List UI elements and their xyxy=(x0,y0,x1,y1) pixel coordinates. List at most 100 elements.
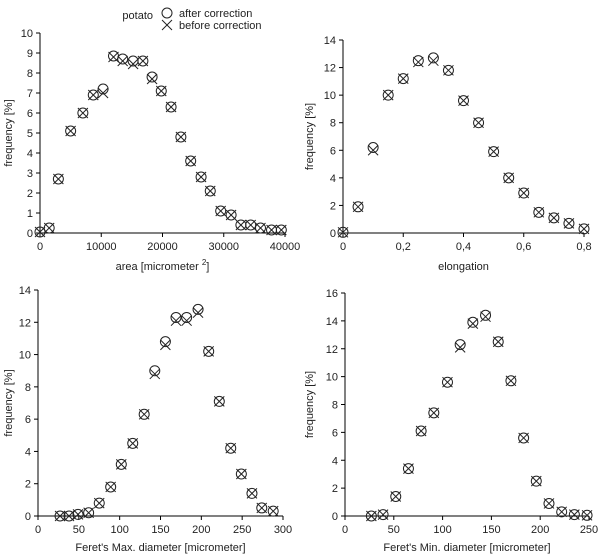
data-point-circle xyxy=(488,146,500,158)
data-point-x xyxy=(213,396,225,407)
y-tick-label: 10 xyxy=(21,28,33,40)
data-point-x xyxy=(83,507,94,519)
x-tick-label: 0 xyxy=(35,524,41,536)
data-point-circle xyxy=(412,55,424,67)
data-point-circle xyxy=(382,89,394,101)
data-point-x-stroke xyxy=(443,64,454,76)
data-point-x xyxy=(65,125,76,137)
data-point-x-stroke xyxy=(467,318,479,330)
data-point-x xyxy=(337,226,349,238)
data-point-x xyxy=(97,87,109,99)
data-point-x-stroke xyxy=(581,509,593,521)
data-point-circle xyxy=(256,502,268,514)
data-point-x-stroke xyxy=(454,342,466,353)
y-tick-label: 14 xyxy=(324,35,336,47)
data-point-circle xyxy=(505,375,517,387)
data-point-x-stroke xyxy=(578,223,590,235)
y-tick-label: 2 xyxy=(27,188,33,200)
data-point-x-stroke xyxy=(488,146,499,158)
data-point-circle xyxy=(267,505,279,517)
data-point-x xyxy=(390,491,402,502)
series-after-correction xyxy=(365,309,593,522)
data-point-circle xyxy=(467,316,479,328)
data-point-x-stroke xyxy=(225,442,237,454)
x-tick-label: 50 xyxy=(73,524,85,536)
data-point-circle xyxy=(105,481,117,493)
data-point-x-stroke xyxy=(563,217,575,229)
data-point-x xyxy=(146,73,158,85)
y-tick-label: 9 xyxy=(27,48,33,60)
data-point-circle xyxy=(454,339,466,351)
data-point-x-stroke xyxy=(533,206,545,218)
data-point-x xyxy=(34,226,46,238)
data-point-x-stroke xyxy=(337,226,349,238)
data-point-x xyxy=(267,505,279,517)
data-point-x-stroke xyxy=(215,205,227,217)
data-point-circle xyxy=(563,217,575,229)
data-point-circle xyxy=(581,509,593,521)
data-point-x xyxy=(127,58,139,70)
data-point-x xyxy=(225,209,237,221)
legend-title: potato xyxy=(122,10,153,22)
x-tick-label: 0,2 xyxy=(396,241,411,253)
y-tick-label: 0 xyxy=(27,228,33,240)
data-point-x-stroke xyxy=(117,55,129,67)
x-tick-label: 150 xyxy=(151,524,169,536)
data-point-x xyxy=(548,212,560,224)
data-point-x xyxy=(530,475,542,487)
data-point-x xyxy=(54,510,66,522)
data-point-x-stroke xyxy=(246,488,258,499)
data-point-x-stroke xyxy=(204,185,216,197)
data-point-x xyxy=(235,468,247,480)
data-point-x xyxy=(266,224,277,236)
data-point-x xyxy=(365,510,377,522)
data-point-circle xyxy=(337,226,349,238)
chart-panel-1: 0 1 2 3 4 5 6 7 8 9 10 0 10000 20000 30000 40000 area [m… xyxy=(3,28,300,273)
data-point-x-stroke xyxy=(518,432,529,444)
data-point-circle xyxy=(170,311,182,323)
data-point-x xyxy=(108,51,119,63)
x-tick-label: 0 xyxy=(37,241,43,253)
data-point-x-stroke xyxy=(505,375,517,387)
y-tick-label: 14 xyxy=(19,285,31,297)
data-point-x xyxy=(403,463,414,474)
data-point-x-stroke xyxy=(63,510,75,522)
data-point-x-stroke xyxy=(458,95,469,107)
chart-panel-2: 0 2 4 6 8 10 12 14 0 0,2 0,4 0,6 0,8 elongation freque… xyxy=(304,35,592,273)
data-point-x-stroke xyxy=(266,224,277,236)
data-point-x xyxy=(245,219,257,231)
x-tick-label: 0,6 xyxy=(516,241,531,253)
x-tick-label: 20000 xyxy=(147,241,178,253)
data-point-circle xyxy=(415,425,427,437)
data-point-circle xyxy=(390,490,402,502)
data-point-circle xyxy=(556,506,568,518)
y-tick-label: 10 xyxy=(19,350,31,362)
data-point-x-stroke xyxy=(256,502,268,514)
data-point-circle xyxy=(518,432,530,444)
y-tick-label: 0 xyxy=(330,228,336,240)
y-tick-label: 6 xyxy=(25,414,31,426)
y-tick-label: 6 xyxy=(332,427,338,439)
data-point-circle xyxy=(367,142,379,154)
y-tick-label: 2 xyxy=(332,483,338,495)
x-tick-label: 10000 xyxy=(86,241,117,253)
data-point-circle xyxy=(213,395,225,407)
legend-item-after: after correction xyxy=(161,7,252,20)
data-point-x-stroke xyxy=(203,345,215,357)
data-point-x-stroke xyxy=(543,498,555,509)
data-point-circle xyxy=(225,209,237,221)
data-point-circle xyxy=(255,222,266,234)
data-point-x-stroke xyxy=(235,219,247,231)
data-point-x xyxy=(578,223,590,235)
legend: potato after correction before correctio… xyxy=(122,7,262,32)
y-tick-label: 3 xyxy=(27,168,33,180)
data-point-x-stroke xyxy=(192,307,204,318)
data-point-x xyxy=(77,107,89,119)
data-point-circle xyxy=(195,171,207,183)
data-point-x-stroke xyxy=(165,101,177,113)
data-point-x xyxy=(117,55,129,67)
data-point-circle xyxy=(77,107,89,119)
x-tick-label: 250 xyxy=(580,524,598,536)
x-tick-label: 40000 xyxy=(270,241,301,253)
data-point-x xyxy=(492,336,504,348)
